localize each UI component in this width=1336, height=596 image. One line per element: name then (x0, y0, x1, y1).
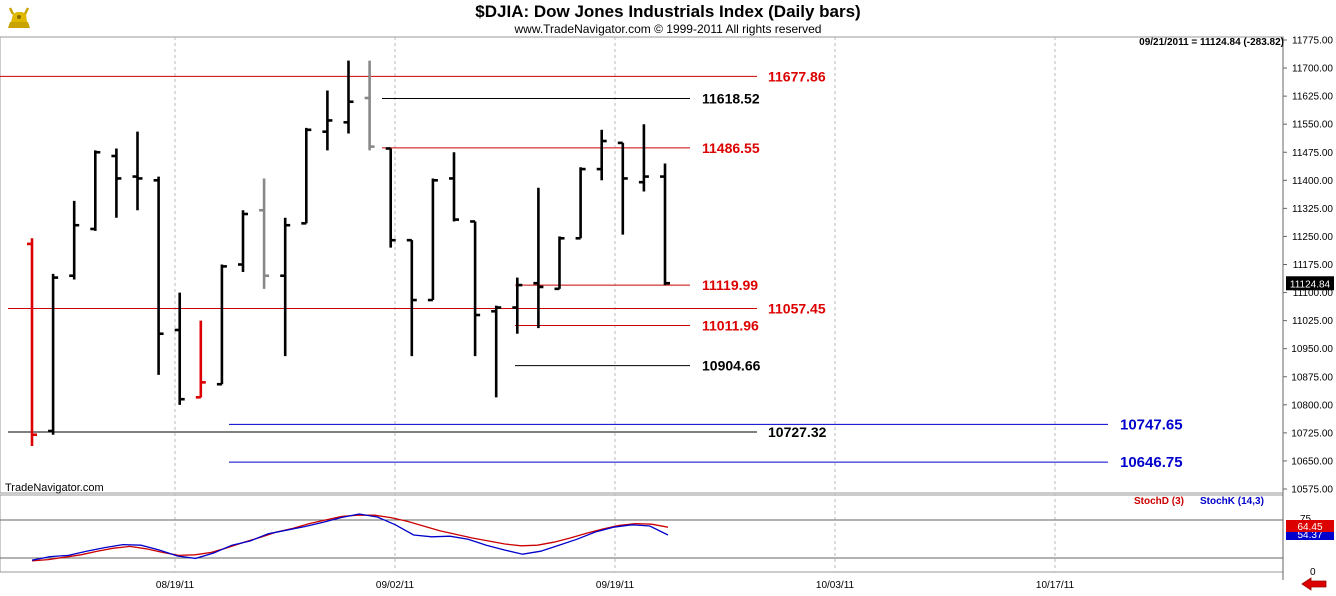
y-tick-label: 10950.00 (1291, 344, 1333, 355)
chart-title: $DJIA: Dow Jones Industrials Index (Dail… (475, 2, 861, 21)
stoch-d-value-box (1286, 520, 1334, 532)
price-panel (0, 36, 1284, 494)
last-price-label: 11124.84 (1290, 279, 1331, 290)
y-tick-label: 11025.00 (1292, 316, 1333, 327)
x-tick-label: 09/19/11 (596, 580, 635, 591)
y-tick-label: 10650.00 (1291, 456, 1333, 467)
y-tick-label: 11100.00 (1293, 288, 1334, 299)
y-tick-label: 11700.00 (1292, 64, 1333, 75)
x-tick-label: 10/17/11 (1036, 580, 1075, 591)
y-tick-label: 11475.00 (1292, 148, 1333, 159)
level-label: 11618.52 (702, 91, 760, 107)
last-price-box (1286, 276, 1334, 291)
x-tick-label: 10/03/11 (816, 580, 855, 591)
level-label: 11677.86 (768, 68, 826, 84)
stoch-k-value: 54.37 (1297, 530, 1322, 541)
stoch-zero-label: 0 (1310, 567, 1316, 578)
watermark: TradeNavigator.com (5, 482, 104, 494)
stoch-k-legend: StochK (14,3) (1200, 496, 1264, 507)
y-tick-label: 11775.00 (1292, 36, 1333, 47)
level-label: 10747.65 (1120, 416, 1183, 433)
y-tick-label: 10875.00 (1291, 372, 1333, 383)
red-left-arrow-icon[interactable] (1299, 577, 1329, 591)
y-tick-label: 10575.00 (1291, 485, 1333, 496)
y-tick-label: 11625.00 (1292, 92, 1333, 103)
level-label: 11486.55 (702, 140, 760, 156)
price-readout: 09/21/2011 = 11124.84 (-283.82) (1139, 37, 1284, 48)
copyright-notice: www.TradeNavigator.com © 1999-2011 All r… (514, 22, 822, 36)
level-label: 11057.45 (768, 300, 826, 316)
gold-bull-logo-icon (4, 2, 34, 32)
y-tick-label: 10800.00 (1291, 400, 1333, 411)
stoch-d-value: 64.45 (1297, 522, 1322, 533)
stochastic-panel (0, 494, 1284, 573)
level-label: 10904.66 (702, 358, 761, 374)
x-tick-label: 08/19/11 (156, 580, 195, 591)
x-tick-label: 09/02/11 (376, 580, 415, 591)
level-label: 11119.99 (702, 277, 758, 293)
y-tick-label: 11550.00 (1292, 120, 1333, 131)
level-label: 10727.32 (768, 424, 827, 440)
stoch-level-label: 75 (1300, 514, 1312, 525)
y-tick-label: 11325.00 (1292, 204, 1333, 215)
y-tick-label: 10725.00 (1291, 428, 1333, 439)
y-tick-label: 11400.00 (1292, 176, 1333, 187)
stoch-k-line (31, 513, 669, 561)
y-tick-label: 11175.00 (1293, 260, 1334, 271)
y-tick-label: 11250.00 (1292, 232, 1333, 243)
stoch-d-legend: StochD (3) (1134, 496, 1184, 507)
level-label: 10646.75 (1120, 454, 1183, 471)
level-label: 11011.96 (702, 318, 759, 334)
